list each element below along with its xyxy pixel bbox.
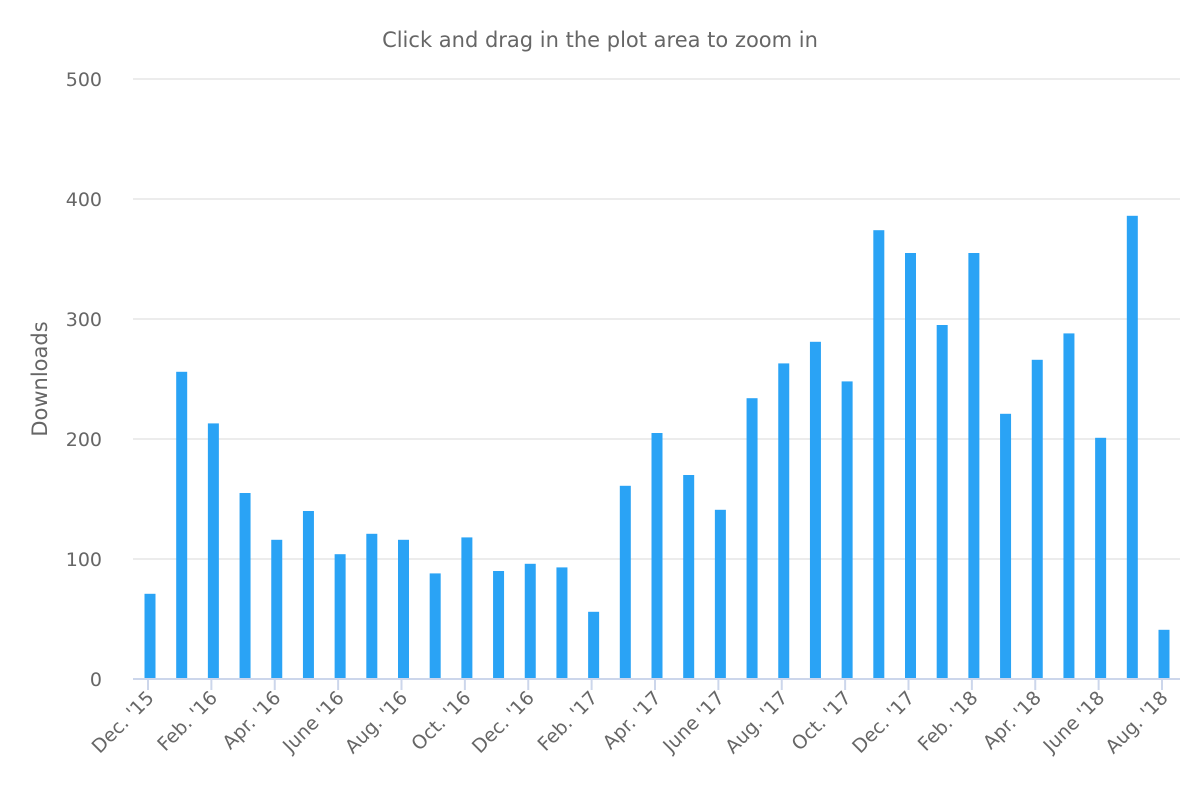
y-axis-ticks: 0 100 200 300 400 500 [66,69,102,691]
x-tick-label: Oct. '17 [788,687,856,755]
x-tick-label: Dec. '16 [468,687,539,758]
y-axis-label: Downloads [28,321,52,436]
chart-subtitle: Click and drag in the plot area to zoom … [382,28,818,52]
bar[interactable] [493,571,505,679]
bar[interactable] [936,325,948,679]
bar[interactable] [588,611,600,679]
y-tick-label: 0 [90,669,102,691]
bar[interactable] [714,509,726,679]
bar[interactable] [873,230,885,679]
bar[interactable] [905,253,916,679]
bar[interactable] [841,381,853,679]
bar[interactable] [1095,437,1107,679]
x-tick-label: Aug. '17 [721,687,792,758]
bar[interactable] [461,537,473,679]
bar[interactable] [778,363,790,679]
bar[interactable] [1031,359,1043,679]
bar[interactable] [176,371,188,679]
x-tick-label: Aug. '16 [341,687,412,758]
bar[interactable] [651,433,663,679]
x-tick-label: Dec. '17 [848,687,919,758]
x-tick-label: Apr. '18 [979,687,1046,754]
y-tick-label: 100 [66,549,102,571]
y-tick-label: 400 [66,189,102,211]
bar[interactable] [302,511,314,679]
y-tick-label: 500 [66,69,102,91]
bar[interactable] [398,539,409,679]
bar[interactable] [683,475,695,679]
bar[interactable] [619,485,631,679]
bar[interactable] [429,573,441,679]
x-tick-label: June '16 [278,687,349,758]
bar[interactable] [1063,333,1075,679]
bar[interactable] [968,253,980,679]
y-tick-label: 300 [66,309,102,331]
bar[interactable] [239,493,251,679]
bar[interactable] [809,341,821,679]
x-tick-label: June '17 [658,687,729,758]
bar[interactable] [207,423,219,679]
bar[interactable] [1000,413,1012,679]
x-tick-label: Feb. '18 [914,687,983,756]
x-tick-label: Feb. '16 [153,687,222,756]
bars[interactable] [144,215,1170,680]
x-tick-label: Apr. '16 [218,687,285,754]
x-tick-label: June '18 [1039,687,1110,758]
bar[interactable] [524,563,536,679]
bar[interactable] [334,554,346,679]
x-tick-label: Apr. '17 [599,687,666,754]
bar[interactable] [746,398,758,679]
bar[interactable] [1158,629,1170,679]
bar[interactable] [556,567,568,679]
x-tick-label: Oct. '16 [407,687,475,755]
x-tick-label: Aug. '18 [1101,687,1172,758]
bar[interactable] [271,539,283,679]
x-tick-label: Feb. '17 [533,687,602,756]
bar[interactable] [366,533,378,679]
y-tick-label: 200 [66,429,102,451]
bar[interactable] [1126,215,1138,680]
bar[interactable] [144,593,156,679]
x-tick-label: Dec. '15 [88,687,159,758]
